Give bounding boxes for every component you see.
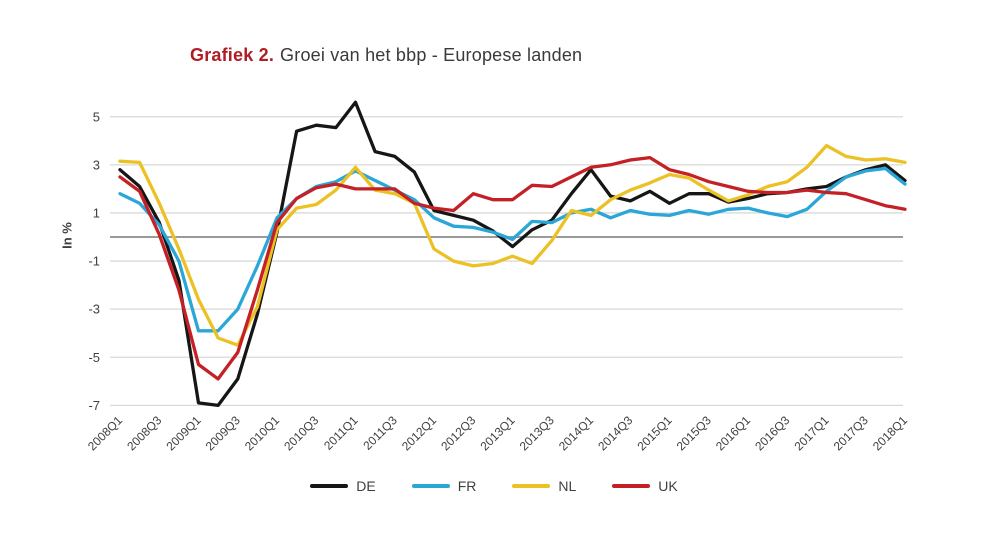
- x-tick-label: 2016Q3: [752, 413, 792, 453]
- x-tick-label: 2016Q1: [713, 413, 753, 453]
- legend-swatch-DE: [310, 484, 349, 488]
- y-tick-label: -1: [88, 254, 100, 269]
- chart-legend: DE FR NL UK: [0, 478, 988, 494]
- legend-item-UK: UK: [612, 478, 678, 494]
- y-tick-label: 3: [93, 157, 100, 172]
- x-tick-label: 2014Q3: [595, 413, 635, 453]
- y-tick-label: 5: [93, 109, 100, 124]
- series-line-NL: [118, 143, 907, 347]
- x-tick-label: 2015Q1: [635, 413, 675, 453]
- x-tick-label: 2017Q1: [792, 413, 832, 453]
- x-tick-label: 2012Q1: [399, 413, 439, 453]
- legend-label-UK: UK: [658, 478, 678, 494]
- series-line-UK: [118, 155, 907, 381]
- x-tick-label: 2018Q1: [870, 413, 910, 453]
- x-tick-label: 2010Q1: [242, 413, 282, 453]
- y-tick-label: -5: [88, 350, 100, 365]
- legend-label-DE: DE: [356, 478, 376, 494]
- x-tick-label: 2012Q3: [438, 413, 478, 453]
- x-tick-label: 2014Q1: [556, 413, 596, 453]
- y-tick-label: -7: [88, 398, 100, 413]
- series-line-DE: [118, 100, 907, 408]
- x-tick-label: 2013Q1: [478, 413, 518, 453]
- legend-swatch-FR: [411, 484, 450, 488]
- y-tick-label: -3: [88, 302, 100, 317]
- legend-swatch-NL: [512, 484, 551, 488]
- y-tick-label: 1: [93, 205, 100, 220]
- x-tick-label: 2008Q1: [85, 413, 125, 453]
- x-tick-label: 2010Q3: [281, 413, 321, 453]
- chart-title-text: Groei van het bbp - Europese landen: [280, 45, 583, 65]
- chart-title: Grafiek 2. Groei van het bbp - Europese l…: [190, 45, 582, 66]
- legend-item-DE: DE: [310, 478, 376, 494]
- x-tick-label: 2009Q1: [164, 413, 204, 453]
- chart-title-number: Grafiek 2.: [190, 45, 275, 65]
- x-tick-label: 2008Q3: [124, 413, 164, 453]
- x-tick-label: 2011Q3: [360, 413, 400, 453]
- x-tick-label: 2009Q3: [203, 413, 243, 453]
- legend-swatch-UK: [612, 484, 651, 488]
- x-tick-label: 2017Q3: [831, 413, 871, 453]
- x-tick-label: 2015Q3: [674, 413, 714, 453]
- legend-label-NL: NL: [558, 478, 577, 494]
- series-line-FR: [118, 166, 907, 333]
- x-tick-label: 2011Q1: [321, 413, 361, 453]
- legend-label-FR: FR: [457, 478, 477, 494]
- legend-item-FR: FR: [411, 478, 477, 494]
- legend-item-NL: NL: [512, 478, 576, 494]
- x-tick-label: 2013Q3: [517, 413, 557, 453]
